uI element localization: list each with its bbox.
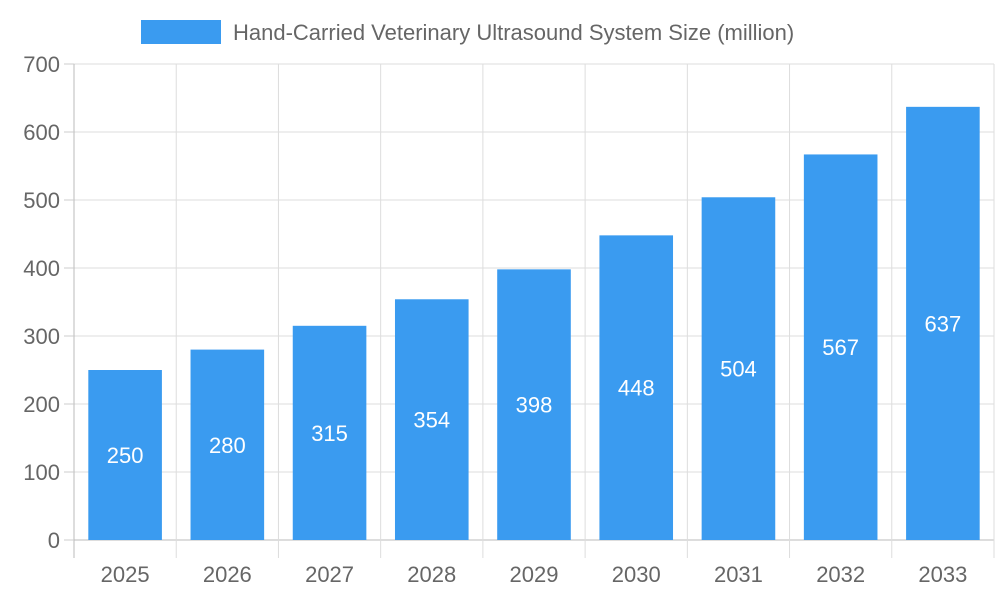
x-tick-label: 2031: [714, 562, 763, 587]
data-label: 398: [516, 393, 553, 418]
x-tick-label: 2025: [101, 562, 150, 587]
bar-2033: [906, 106, 980, 540]
x-tick-label: 2027: [305, 562, 354, 587]
x-tick-label: 2030: [612, 562, 661, 587]
data-label: 280: [209, 433, 246, 458]
legend-label: Hand-Carried Veterinary Ultrasound Syste…: [233, 20, 794, 45]
data-label: 567: [822, 335, 859, 360]
legend[interactable]: Hand-Carried Veterinary Ultrasound Syste…: [141, 20, 794, 45]
bar-2028: [394, 299, 469, 540]
x-tick-label: 2033: [918, 562, 967, 587]
bar-2026: [190, 349, 265, 540]
bar-2032: [803, 154, 878, 540]
y-tick-label: 400: [23, 256, 60, 281]
y-tick-label: 200: [23, 392, 60, 417]
data-label: 448: [618, 376, 655, 401]
legend-swatch: [141, 20, 221, 44]
y-tick-label: 0: [48, 528, 60, 553]
bar-2030: [599, 235, 674, 541]
data-label: 504: [720, 357, 757, 382]
x-tick-label: 2032: [816, 562, 865, 587]
bars: 250 280 315 354 398 448 504 567 637: [88, 106, 980, 541]
data-label: 354: [413, 408, 450, 433]
bar-2025: [88, 370, 162, 540]
y-tick-label: 100: [23, 460, 60, 485]
y-tick-label: 300: [23, 324, 60, 349]
axes: 0 100 200 300 400 500 600 700 2025 2026 2027 2028 20…: [23, 52, 967, 587]
data-label: 315: [311, 421, 348, 446]
y-tick-label: 600: [23, 120, 60, 145]
grid: [73, 63, 995, 558]
x-tick-label: 2028: [407, 562, 456, 587]
data-label: 250: [107, 443, 144, 468]
bar-2031: [701, 197, 776, 540]
bar-2027: [292, 325, 367, 540]
data-label: 637: [925, 311, 962, 336]
y-tick-label: 700: [23, 52, 60, 77]
bar-2029: [497, 269, 571, 540]
y-tick-label: 500: [23, 188, 60, 213]
x-tick-label: 2026: [203, 562, 252, 587]
x-tick-label: 2029: [510, 562, 559, 587]
